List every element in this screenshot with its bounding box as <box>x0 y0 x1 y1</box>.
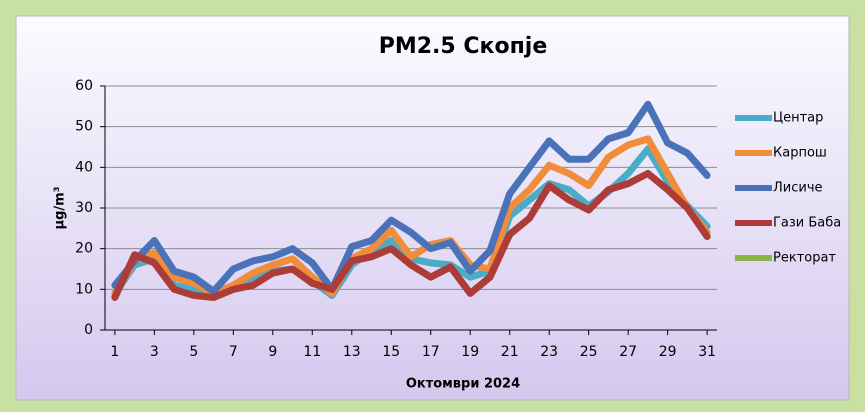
legend-label: Центар <box>773 111 823 126</box>
legend-label: Лисиче <box>773 181 823 196</box>
x-tick-label: 7 <box>229 344 238 360</box>
x-tick-label: 11 <box>303 344 321 360</box>
legend-label: Гази Баба <box>773 216 841 231</box>
x-tick-label: 9 <box>268 344 277 360</box>
y-tick-label: 60 <box>75 78 93 94</box>
series-line <box>111 169 711 301</box>
x-axis-label: Октомври 2024 <box>406 377 520 392</box>
x-tick-label: 27 <box>619 344 637 360</box>
x-tick-label: 29 <box>659 344 677 360</box>
y-tick-label: 40 <box>75 159 93 175</box>
y-tick-label: 0 <box>84 322 93 338</box>
y-tick-label: 20 <box>75 241 93 257</box>
x-tick-label: 1 <box>110 344 119 360</box>
x-tick-label: 13 <box>343 344 361 360</box>
x-tick-label: 19 <box>461 344 479 360</box>
x-tick-label: 25 <box>580 344 598 360</box>
x-tick-label: 3 <box>150 344 159 360</box>
x-tick-label: 5 <box>189 344 198 360</box>
y-tick-label: 30 <box>75 200 93 216</box>
legend-label: Карпош <box>773 146 827 161</box>
chart-title: PM2.5 Скопје <box>379 34 548 59</box>
y-axis-label: µg/m³ <box>53 187 68 230</box>
legend-label: Ректорат <box>773 251 836 266</box>
x-tick-label: 31 <box>698 344 716 360</box>
x-tick-label: 15 <box>382 344 400 360</box>
y-tick-label: 50 <box>75 119 93 135</box>
x-tick-label: 21 <box>501 344 519 360</box>
y-tick-label: 10 <box>75 281 93 297</box>
x-tick-label: 23 <box>540 344 558 360</box>
series-line <box>111 100 711 295</box>
x-tick-label: 17 <box>422 344 440 360</box>
